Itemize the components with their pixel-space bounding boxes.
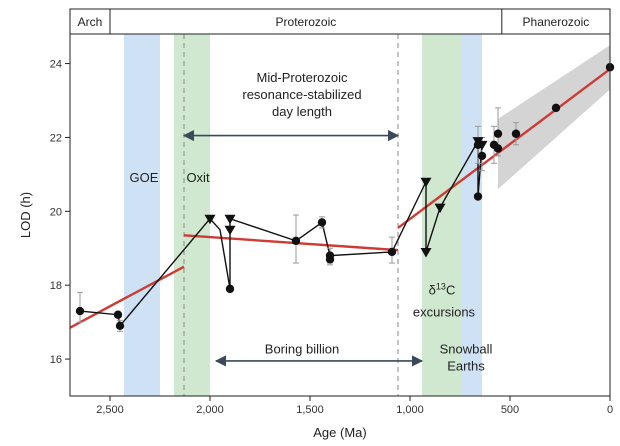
axes: 2,500 2,000 1,500 1,000 500 0 16 18 20 22 24 Age (M…	[18, 59, 613, 440]
circle-point-4	[291, 236, 301, 246]
triangle-point-0	[204, 214, 216, 225]
triangle-point-4	[420, 247, 432, 258]
plot-border	[69, 8, 611, 397]
y-tick-label-1: 18	[50, 280, 62, 292]
annotation-0-line-1: resonance-stabilized	[242, 87, 361, 102]
d13c-delta: δ	[429, 282, 436, 297]
dashed-lines	[183, 34, 399, 396]
d13c-letter: C	[446, 282, 455, 297]
annotation-labels: Mid-Proterozoic resonance-stabilized day l…	[130, 70, 493, 374]
d13c-superscript: 13	[436, 281, 446, 291]
circle-point-7	[325, 255, 335, 264]
x-tick-label-1: 2,000	[196, 404, 224, 416]
uncertainty-shade	[498, 45, 610, 190]
band-oxit	[174, 34, 210, 396]
fit-line-0	[69, 265, 185, 329]
y-axis-label: LOD (h)	[18, 192, 33, 238]
band-d13c	[422, 34, 462, 396]
eon-label-2: Phanerozoic	[523, 15, 590, 29]
circle-point-14	[493, 144, 503, 153]
fit-lines	[69, 68, 611, 329]
y-tick-label-0: 16	[50, 354, 62, 366]
band-goe	[124, 34, 160, 396]
annotation-0-line-0: Mid-Proterozoic	[256, 70, 348, 85]
triangle-point-5	[434, 203, 446, 214]
eon-label-1: Proterozoic	[276, 15, 337, 29]
circle-point-16	[551, 103, 561, 113]
circle-point-2	[115, 321, 125, 331]
shade-layer	[498, 45, 610, 190]
x-axis-label: Age (Ma)	[313, 425, 366, 440]
interval-bands	[124, 34, 482, 396]
x-tick-label-2: 1,500	[296, 404, 324, 416]
circle-point-8	[387, 247, 397, 257]
annotation-5-line-1: Earths	[447, 359, 485, 374]
x-tick-label-3: 1,000	[396, 404, 424, 416]
d13c-label: δ13C	[429, 281, 456, 297]
annotation-0-line-2: day length	[272, 104, 332, 119]
circle-point-15	[511, 129, 521, 138]
eon-label-0: Arch	[78, 15, 103, 29]
triangle-point-2	[224, 225, 236, 236]
y-tick-label-2: 20	[50, 206, 62, 218]
y-tick-label-3: 22	[50, 132, 62, 144]
circle-point-5	[317, 218, 327, 227]
triangle-point-7	[476, 140, 488, 151]
circle-point-13	[493, 129, 503, 138]
annotation-2-line-0: Oxit	[186, 170, 210, 185]
annotation-3-line-0: excursions	[413, 305, 476, 320]
x-tick-label-4: 500	[501, 404, 519, 416]
span-arrows	[182, 129, 424, 367]
annotation-4-line-0: Boring billion	[265, 342, 339, 357]
circle-point-0	[75, 306, 85, 316]
circle-point-9	[473, 192, 483, 201]
circle-point-11	[477, 151, 487, 161]
annotation-1-line-0: GOE	[130, 170, 159, 185]
annotation-5-line-0: Snowball	[440, 342, 493, 357]
triangle-point-1	[224, 214, 236, 225]
circle-point-3	[225, 284, 235, 294]
y-tick-label-4: 24	[50, 59, 62, 71]
x-tick-label-5: 0	[607, 404, 613, 416]
fit-line-2	[397, 68, 611, 229]
x-tick-label-0: 2,500	[96, 404, 124, 416]
plot-frame: Arch Proterozoic Phanerozoic	[69, 8, 611, 397]
band-snowball	[462, 34, 482, 396]
data-points	[75, 63, 615, 331]
circle-point-1	[113, 310, 123, 319]
triangle-point-3	[420, 177, 432, 188]
fit-line-1	[183, 234, 399, 252]
